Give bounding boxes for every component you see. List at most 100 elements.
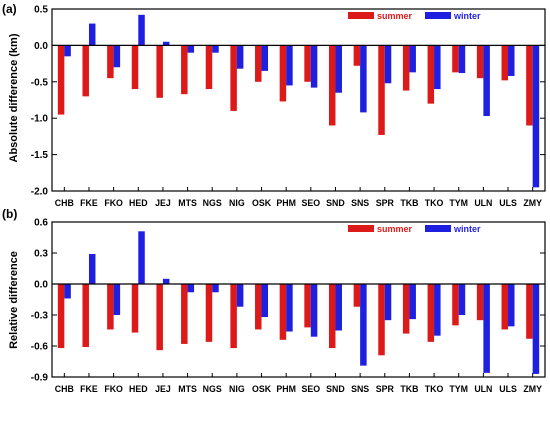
bar-summer-fko <box>107 45 114 79</box>
bar-winter-zmy <box>532 284 540 374</box>
x-tick-label-fke: FKE <box>80 198 98 208</box>
bar-summer-fke <box>82 45 89 97</box>
bar-winter-fke <box>88 23 96 46</box>
x-tick-label-fko: FKO <box>104 384 123 394</box>
bar-winter-zmy <box>532 45 540 188</box>
bar-winter-chb <box>64 284 71 299</box>
x-tick-label-uln: ULN <box>474 384 492 394</box>
y-tick-label: 0.3 <box>34 249 48 260</box>
bar-summer-sns <box>353 45 361 66</box>
bar-winter-nig <box>236 45 244 69</box>
x-tick-label-zmy: ZMY <box>523 384 542 394</box>
bar-winter-tkb <box>409 45 416 73</box>
bar-summer-zmy <box>526 45 533 126</box>
bar-winter-mts <box>187 284 195 293</box>
panel-a-plot: CHB FKE FKO HED JEJ MTS NGS NIG OSK PHM SEO SND SNS S… <box>31 5 546 208</box>
x-tick-label-ngs: NGS <box>203 198 222 208</box>
y-tick-label: -0.9 <box>31 373 49 384</box>
bar-summer-uln <box>476 45 484 79</box>
y-tick-label: -2.0 <box>31 187 49 198</box>
bar-summer-snd <box>328 284 336 349</box>
bar-summer-chb <box>57 45 65 115</box>
x-tick-label-tkb: TKB <box>400 198 418 208</box>
x-tick-label-chb: CHB <box>55 198 74 208</box>
legend-swatch-winter <box>425 12 451 19</box>
x-tick-label-jej: JEJ <box>155 198 171 208</box>
bar-winter-hed <box>138 231 145 284</box>
bar-summer-chb <box>57 284 65 349</box>
x-tick-label-fko: FKO <box>104 198 123 208</box>
bar-summer-sns <box>353 284 361 307</box>
bar-summer-uls <box>501 45 509 81</box>
x-tick-label-seo: SEO <box>302 198 321 208</box>
x-tick-label-tym: TYM <box>449 198 468 208</box>
bar-winter-tko <box>434 45 441 90</box>
bar-summer-osk <box>255 284 262 330</box>
bar-summer-ngs <box>205 284 213 342</box>
x-tick-label-spr: SPR <box>376 384 395 394</box>
bar-winter-seo <box>310 284 318 337</box>
bar-winter-snd <box>335 45 342 93</box>
y-tick-label: -1.0 <box>31 114 49 125</box>
bar-summer-uls <box>501 284 509 330</box>
x-tick-label-jej: JEJ <box>155 384 171 394</box>
plot-frame <box>51 221 546 378</box>
panel-b-plot: CHB FKE FKO HED JEJ MTS NGS NIG OSK PHM SEO SND SNS S… <box>31 218 546 394</box>
bar-summer-jej <box>156 45 163 98</box>
bar-summer-hed <box>131 45 139 90</box>
bar-summer-mts <box>181 45 188 95</box>
bar-winter-tym <box>458 284 466 315</box>
bar-summer-fke <box>82 284 89 348</box>
x-tick-label-tko: TKO <box>425 198 444 208</box>
legend-label-winter: winter <box>453 11 481 21</box>
x-tick-label-snd: SND <box>326 384 345 394</box>
bar-winter-osk <box>261 284 269 318</box>
y-tick-label: -0.5 <box>31 77 49 88</box>
legend-label-summer: summer <box>377 11 413 21</box>
bar-winter-phm <box>286 45 293 86</box>
bar-summer-spr <box>378 284 385 356</box>
bar-summer-nig <box>230 45 237 111</box>
bar-winter-fke <box>88 254 96 284</box>
x-tick-label-uls: ULS <box>499 198 517 208</box>
bar-summer-phm <box>279 45 287 102</box>
bar-winter-snd <box>335 284 342 331</box>
bar-summer-nig <box>230 284 237 349</box>
panel-a: (a) Absolute difference (km) CHB FKE FKO HE… <box>2 2 546 208</box>
bar-summer-uln <box>476 284 484 321</box>
bar-summer-phm <box>279 284 287 340</box>
x-tick-label-osk: OSK <box>252 198 272 208</box>
bar-winter-osk <box>261 45 269 71</box>
bar-winter-tko <box>434 284 441 336</box>
bar-winter-spr <box>384 45 392 84</box>
x-tick-label-seo: SEO <box>302 384 321 394</box>
x-tick-label-ngs: NGS <box>203 384 222 394</box>
bar-winter-phm <box>286 284 293 332</box>
bar-summer-tkb <box>402 284 410 334</box>
bar-winter-uls <box>508 284 515 327</box>
panel-b: (b) Relative difference CHB FKE FKO HED JEJ M… <box>2 207 546 394</box>
bar-summer-seo <box>304 45 311 82</box>
legend-swatch-summer <box>348 225 374 232</box>
bar-winter-jej <box>162 41 170 46</box>
panel-b-label: (b) <box>2 207 17 221</box>
bar-winter-hed <box>138 14 145 46</box>
x-tick-label-snd: SND <box>326 198 345 208</box>
bar-winter-uln <box>483 45 490 117</box>
bar-winter-ngs <box>212 284 219 293</box>
x-tick-label-hed: HED <box>129 198 148 208</box>
x-tick-label-chb: CHB <box>55 384 74 394</box>
bar-summer-mts <box>181 284 188 344</box>
bar-summer-tym <box>452 284 459 326</box>
y-tick-label: 0.5 <box>34 5 48 16</box>
x-tick-label-hed: HED <box>129 384 148 394</box>
bar-summer-tym <box>452 45 459 73</box>
bar-summer-snd <box>328 45 336 126</box>
legend-label-summer: summer <box>377 224 413 234</box>
bar-winter-nig <box>236 284 244 307</box>
bar-summer-spr <box>378 45 385 135</box>
x-tick-label-uln: ULN <box>474 198 492 208</box>
bar-winter-spr <box>384 284 392 321</box>
bar-winter-fko <box>113 45 121 68</box>
